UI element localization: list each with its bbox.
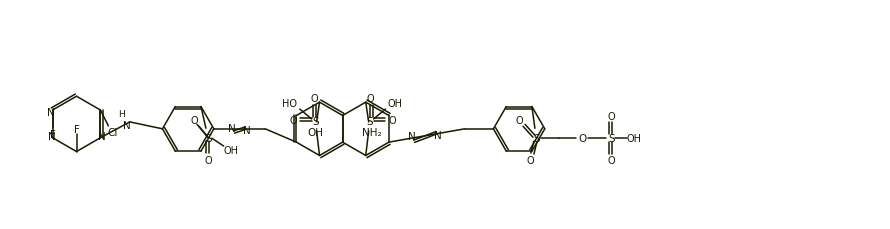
Text: O: O bbox=[607, 155, 615, 165]
Text: S: S bbox=[534, 134, 540, 144]
Text: O: O bbox=[389, 115, 396, 125]
Text: O: O bbox=[367, 94, 375, 104]
Text: H: H bbox=[118, 110, 125, 119]
Text: N: N bbox=[408, 132, 416, 142]
Text: HO: HO bbox=[282, 99, 297, 109]
Text: N: N bbox=[434, 131, 442, 141]
Text: O: O bbox=[311, 94, 319, 104]
Text: OH: OH bbox=[223, 145, 239, 155]
Text: N: N bbox=[228, 123, 236, 133]
Text: O: O bbox=[526, 155, 534, 165]
Text: NH₂: NH₂ bbox=[362, 127, 382, 137]
Text: O: O bbox=[607, 112, 615, 122]
Text: O: O bbox=[204, 155, 212, 165]
Text: N: N bbox=[123, 120, 131, 130]
Text: O: O bbox=[289, 115, 296, 125]
Text: O: O bbox=[190, 116, 198, 126]
Text: N: N bbox=[48, 131, 55, 141]
Text: OH: OH bbox=[388, 99, 403, 109]
Text: S: S bbox=[367, 116, 373, 126]
Text: OH: OH bbox=[627, 134, 641, 144]
Text: F: F bbox=[50, 129, 55, 139]
Text: S: S bbox=[206, 134, 212, 144]
Text: Cl: Cl bbox=[107, 127, 117, 137]
Text: OH: OH bbox=[308, 127, 324, 137]
Text: S: S bbox=[312, 116, 319, 126]
Text: O: O bbox=[578, 134, 587, 144]
Text: N: N bbox=[243, 125, 251, 135]
Text: N: N bbox=[46, 108, 54, 117]
Text: S: S bbox=[609, 134, 615, 144]
Text: N: N bbox=[98, 131, 105, 141]
Text: F: F bbox=[74, 124, 79, 134]
Text: O: O bbox=[515, 116, 523, 126]
